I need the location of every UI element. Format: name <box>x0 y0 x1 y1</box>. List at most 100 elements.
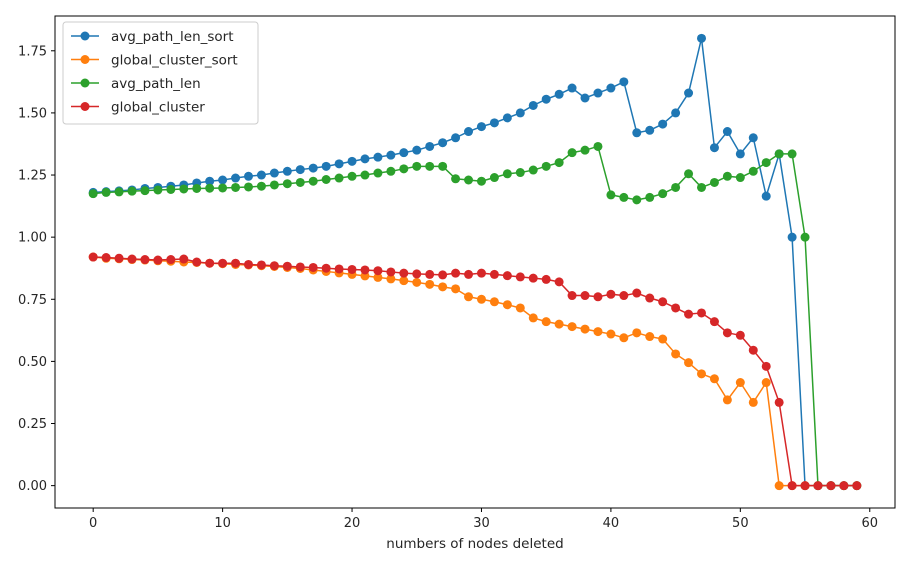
data-point <box>567 291 577 301</box>
data-point <box>269 261 279 271</box>
data-point <box>114 187 124 197</box>
data-point <box>476 176 486 186</box>
data-point <box>735 173 745 183</box>
data-point <box>502 169 512 179</box>
data-point <box>826 481 836 491</box>
data-point <box>528 100 538 110</box>
data-point <box>528 165 538 175</box>
data-point <box>852 481 862 491</box>
data-point <box>360 170 370 180</box>
data-point <box>735 149 745 159</box>
y-tick-label: 1.25 <box>18 169 47 184</box>
data-point <box>127 186 137 196</box>
data-point <box>399 164 409 174</box>
data-point <box>256 260 266 270</box>
data-point <box>386 267 396 277</box>
series-line <box>93 256 857 487</box>
data-point <box>373 168 383 178</box>
data-point <box>619 192 629 202</box>
data-point <box>748 345 758 355</box>
data-point <box>580 145 590 155</box>
data-point <box>774 481 784 491</box>
data-point <box>438 270 448 280</box>
data-point <box>476 268 486 278</box>
data-point <box>347 171 357 181</box>
y-tick-label: 0.25 <box>18 417 47 432</box>
data-point <box>269 180 279 190</box>
x-tick-label: 60 <box>861 516 878 531</box>
data-point <box>735 378 745 388</box>
data-point <box>541 94 551 104</box>
data-point <box>192 257 202 267</box>
data-point <box>282 166 292 176</box>
data-point <box>671 303 681 313</box>
y-tick-label: 1.00 <box>18 231 47 246</box>
data-point <box>554 277 564 287</box>
y-tick-label: 1.75 <box>18 44 47 59</box>
data-point <box>606 83 616 93</box>
x-axis-label: numbers of nodes deleted <box>386 536 563 552</box>
data-point <box>412 145 422 155</box>
data-point <box>140 186 150 196</box>
series-avg-path-len <box>88 141 862 491</box>
data-point <box>722 395 732 405</box>
data-point <box>334 159 344 169</box>
data-point <box>658 189 668 199</box>
data-point <box>464 175 474 185</box>
data-point <box>321 161 331 171</box>
data-point <box>166 255 176 265</box>
data-point <box>619 77 629 87</box>
data-point <box>515 108 525 118</box>
data-point <box>567 83 577 93</box>
data-point <box>709 317 719 327</box>
data-point <box>476 122 486 132</box>
data-point <box>606 190 616 200</box>
data-point <box>282 179 292 189</box>
data-point <box>360 265 370 275</box>
data-point <box>580 291 590 301</box>
legend-marker <box>80 31 90 41</box>
data-point <box>205 183 215 193</box>
data-point <box>684 169 694 179</box>
data-point <box>308 176 318 186</box>
data-point <box>438 161 448 171</box>
data-point <box>774 397 784 407</box>
data-point <box>554 89 564 99</box>
data-point <box>153 255 163 265</box>
data-point <box>541 274 551 284</box>
data-point <box>295 177 305 187</box>
data-point <box>541 161 551 171</box>
data-point <box>709 143 719 153</box>
data-point <box>192 183 202 193</box>
data-point <box>554 319 564 329</box>
data-point <box>101 253 111 263</box>
legend-marker <box>80 55 90 64</box>
data-point <box>671 349 681 359</box>
data-point <box>464 292 474 302</box>
data-point <box>166 184 176 194</box>
data-point <box>697 308 707 318</box>
data-point <box>399 276 409 286</box>
data-point <box>101 187 111 197</box>
series-global-cluster-sort <box>88 252 862 491</box>
data-point <box>334 264 344 274</box>
data-point <box>697 369 707 379</box>
data-point <box>748 397 758 407</box>
data-point <box>489 118 499 128</box>
data-point <box>334 173 344 183</box>
data-point <box>787 149 797 159</box>
data-point <box>515 303 525 313</box>
data-point <box>308 262 318 272</box>
legend-item: global_cluster <box>71 100 205 116</box>
data-point <box>748 166 758 176</box>
data-point <box>580 93 590 103</box>
x-tick-label: 40 <box>603 516 620 531</box>
data-point <box>464 127 474 137</box>
data-point <box>360 154 370 164</box>
data-point <box>761 158 771 168</box>
legend-label: global_cluster <box>111 100 205 116</box>
data-point <box>88 252 98 262</box>
data-point <box>464 269 474 279</box>
